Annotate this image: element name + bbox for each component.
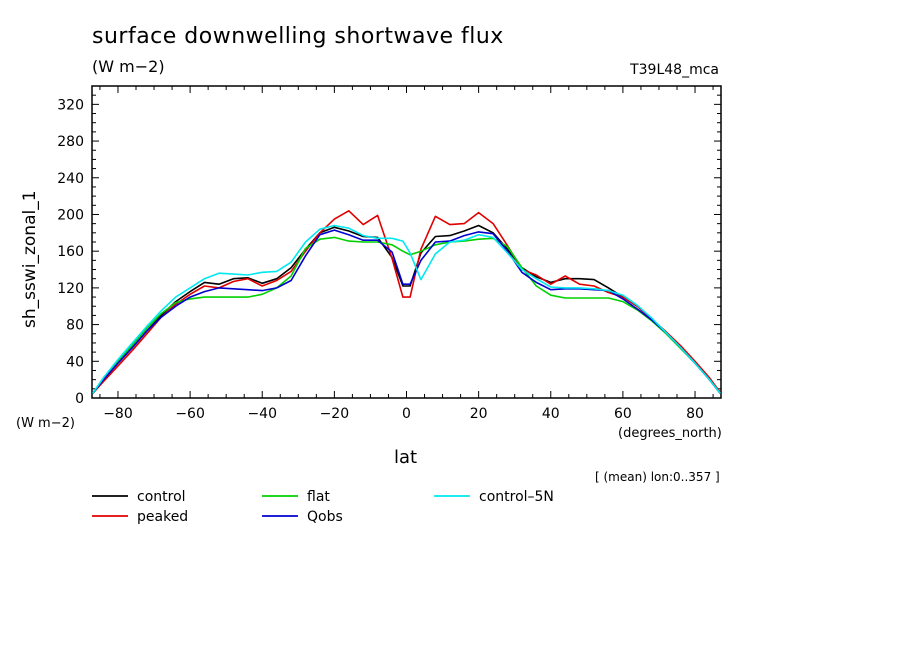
run-id-label: T39L48_mca — [630, 62, 719, 78]
x-tick-label: 20 — [470, 406, 488, 422]
x-tick-label: 60 — [614, 406, 632, 422]
x-tick-label: −40 — [247, 406, 277, 422]
legend-label: control — [137, 489, 186, 505]
y-tick-label: 280 — [57, 134, 84, 150]
legend-label: Qobs — [307, 509, 343, 525]
series-line-qobs — [92, 229, 721, 394]
x-tick-label: −60 — [175, 406, 205, 422]
y-tick-label: 0 — [75, 391, 84, 407]
y-tick-label: 320 — [57, 97, 84, 113]
legend-label: flat — [307, 489, 330, 505]
x-tick-label: −80 — [103, 406, 133, 422]
series-line-control-5n — [92, 224, 721, 394]
y-units-label: (W m−2) — [16, 416, 75, 431]
chart-title: surface downwelling shortwave flux — [92, 24, 504, 49]
x-axis-label: lat — [394, 447, 418, 468]
series-line-flat — [92, 236, 721, 394]
y-tick-label: 200 — [57, 207, 84, 223]
title-units: (W m−2) — [92, 57, 165, 76]
y-tick-label: 40 — [66, 354, 84, 370]
legend-label: control–5N — [479, 489, 554, 505]
y-tick-label: 160 — [57, 244, 84, 260]
x-tick-label: 0 — [402, 406, 411, 422]
y-tick-label: 80 — [66, 318, 84, 334]
legend-label: peaked — [137, 509, 188, 525]
y-tick-label: 120 — [57, 281, 84, 297]
x-tick-label: 40 — [542, 406, 560, 422]
plot-frame — [91, 85, 722, 399]
x-units-label: (degrees_north) — [618, 426, 722, 441]
subset-note: [ (mean) lon:0..357 ] — [595, 470, 720, 484]
series-line-control — [92, 224, 721, 394]
x-tick-label: 80 — [686, 406, 704, 422]
y-tick-label: 240 — [57, 171, 84, 187]
x-tick-label: −20 — [320, 406, 350, 422]
